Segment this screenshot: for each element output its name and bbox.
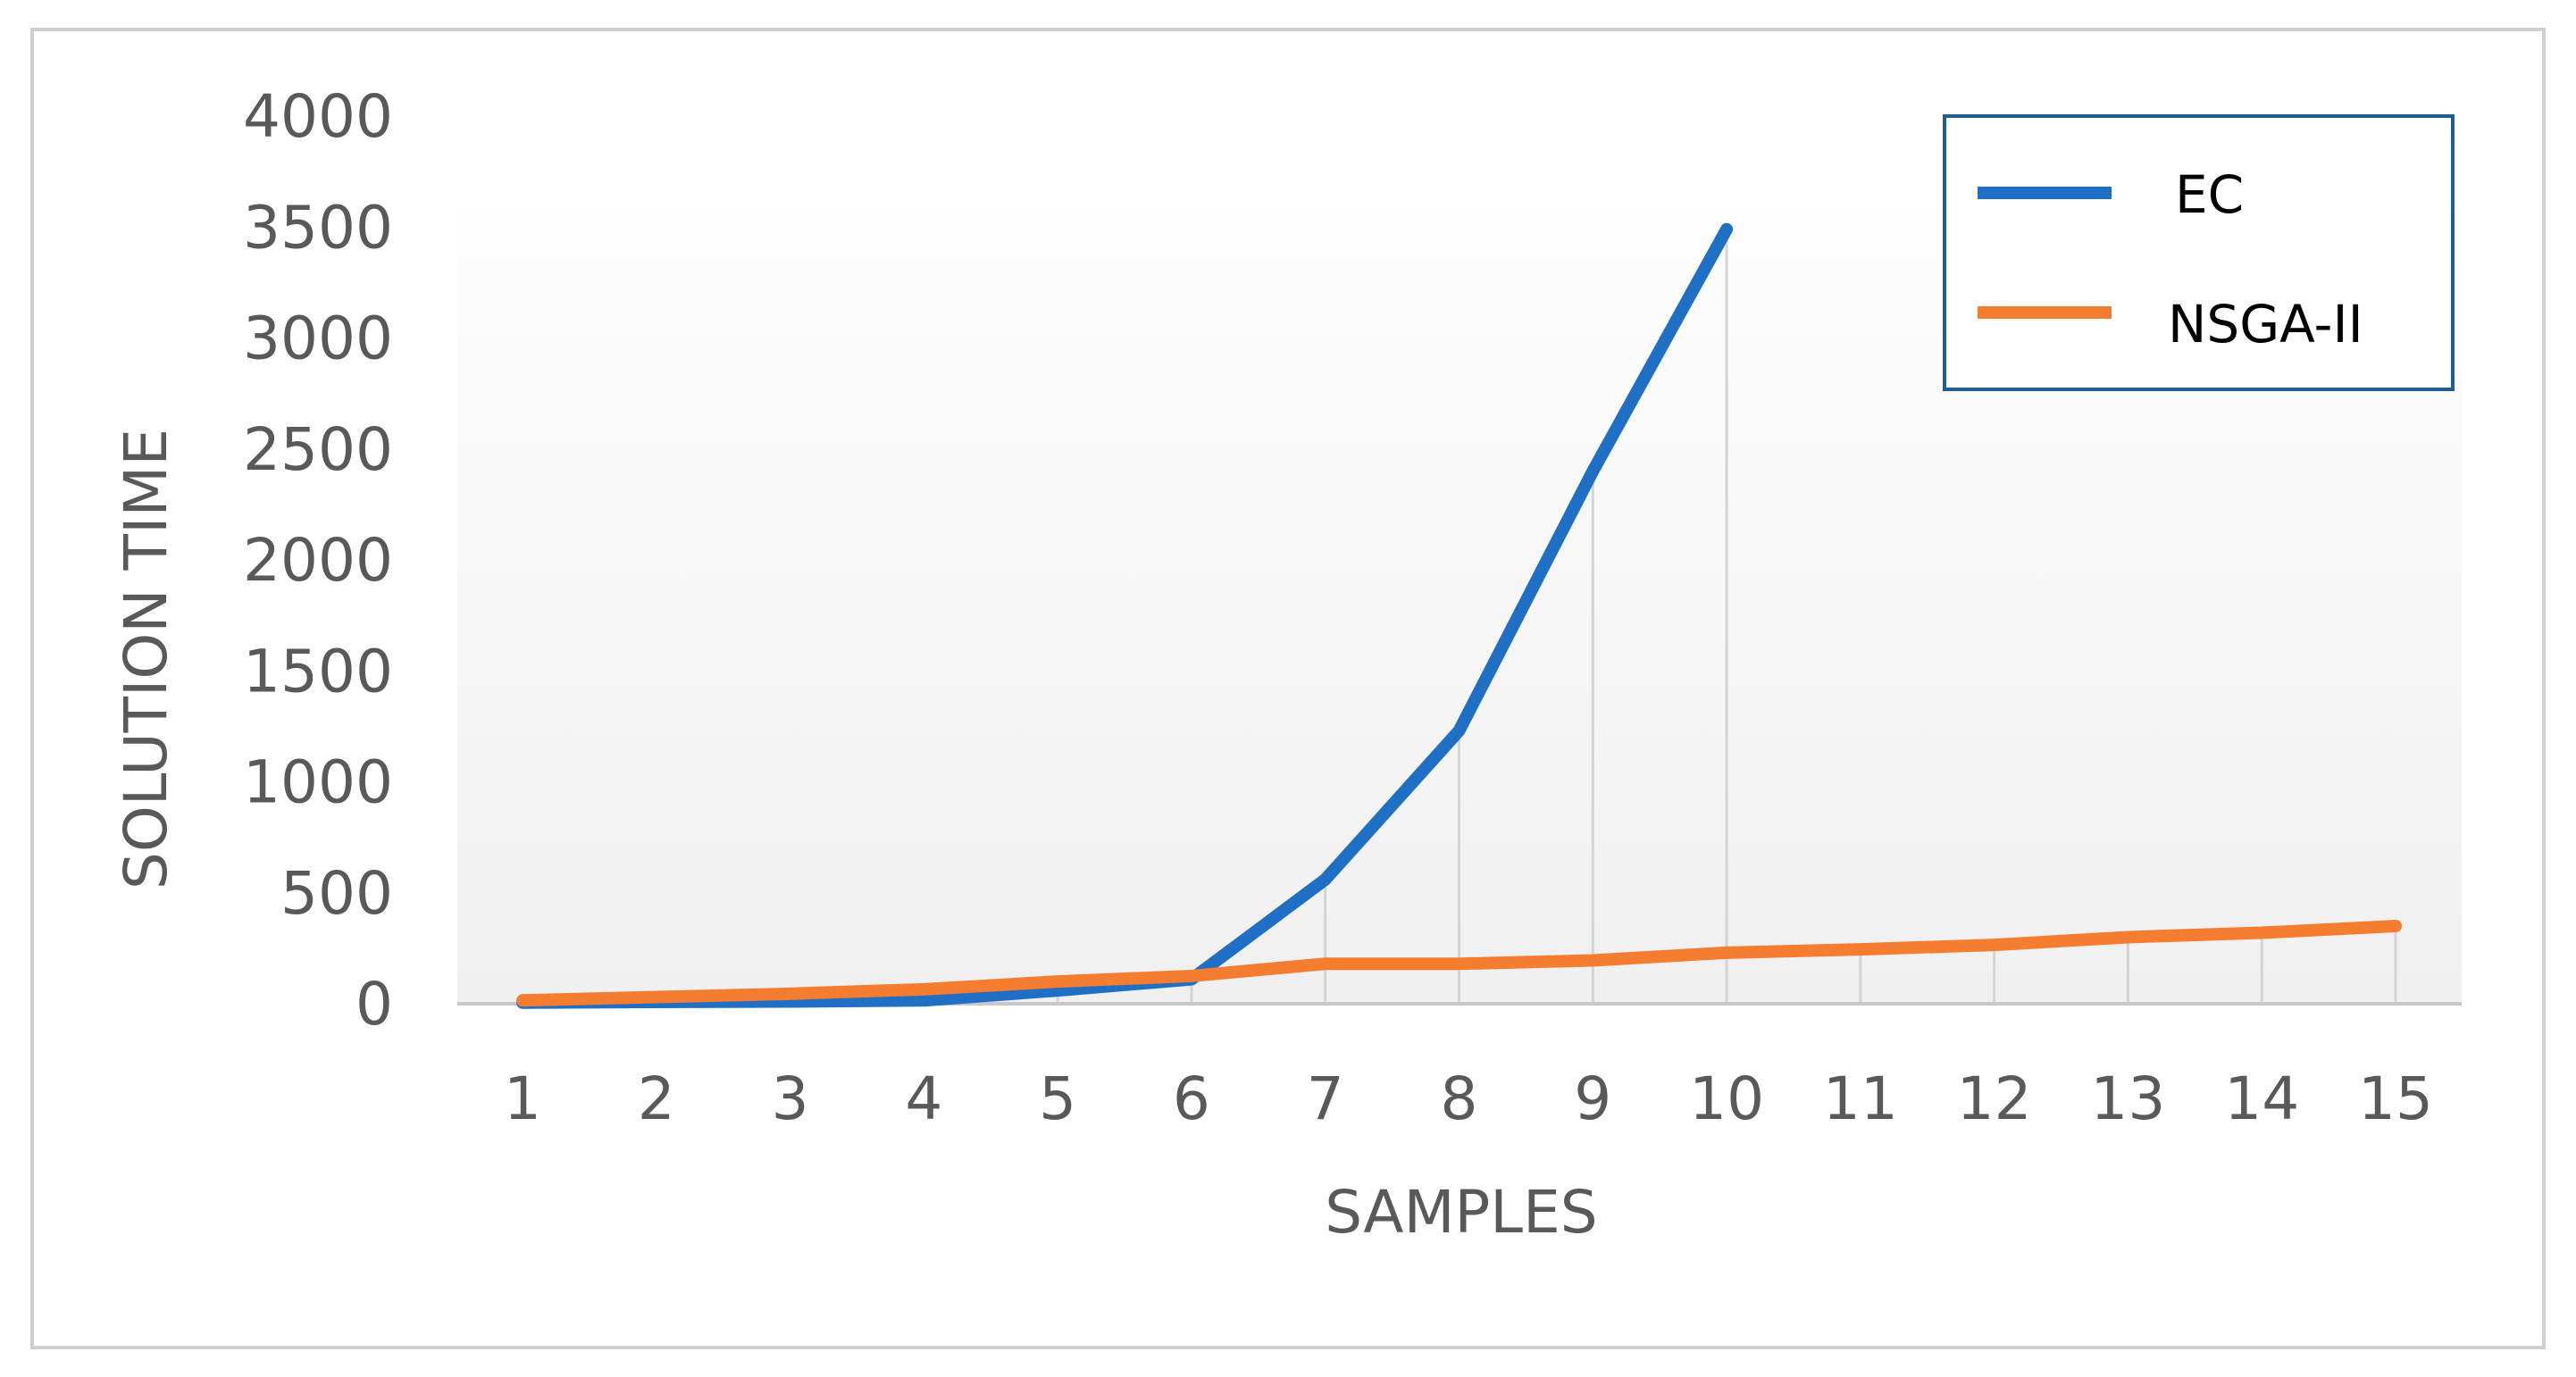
- y-tick-label: 0: [355, 970, 393, 1039]
- x-axis-title: SAMPLES: [1325, 1178, 1597, 1247]
- y-tick-label: 1000: [243, 748, 393, 817]
- x-tick-label: 15: [2358, 1064, 2433, 1133]
- x-tick-label: 11: [1823, 1064, 1898, 1133]
- y-axis-title: SOLUTION TIME: [112, 429, 180, 889]
- y-tick-label: 1500: [243, 637, 393, 705]
- y-tick-label: 2500: [243, 415, 393, 484]
- legend-label-nsga-ii: NSGA-II: [2168, 294, 2363, 355]
- x-tick-label: 8: [1441, 1064, 1478, 1133]
- y-tick-label: 3000: [243, 305, 393, 373]
- x-tick-label: 7: [1307, 1064, 1344, 1133]
- y-tick-label: 4000: [243, 82, 393, 151]
- x-tick-label: 5: [1039, 1064, 1076, 1133]
- x-tick-label: 2: [638, 1064, 675, 1133]
- x-tick-label: 14: [2224, 1064, 2299, 1133]
- legend: EC NSGA-II: [1943, 114, 2455, 391]
- x-tick-label: 13: [2090, 1064, 2165, 1133]
- x-tick-label: 1: [504, 1064, 541, 1133]
- x-tick-label: 12: [1957, 1064, 2032, 1133]
- x-tick-label: 3: [772, 1064, 809, 1133]
- series-line-nsga-ii: [516, 920, 2402, 1007]
- y-tick-label: 500: [280, 859, 393, 928]
- y-tick-label: 2000: [243, 526, 393, 595]
- series-lines: [516, 222, 2402, 1009]
- x-tick-label: 10: [1689, 1064, 1764, 1133]
- x-tick-label: 9: [1574, 1064, 1611, 1133]
- x-tick-label: 4: [905, 1064, 942, 1133]
- y-tick-label: 3500: [243, 193, 393, 262]
- y-axis-ticks: 0 500 1000 1500 2000 2500 3000 3500 4000: [243, 82, 393, 1039]
- legend-box: [1943, 114, 2455, 391]
- x-tick-label: 6: [1173, 1064, 1210, 1133]
- legend-label-ec: EC: [2175, 164, 2244, 225]
- x-axis-ticks: 1 2 3 4 5 6 7 8 9 10 11 12 13 14 15: [504, 1064, 2433, 1133]
- drop-lines: [655, 229, 2397, 1004]
